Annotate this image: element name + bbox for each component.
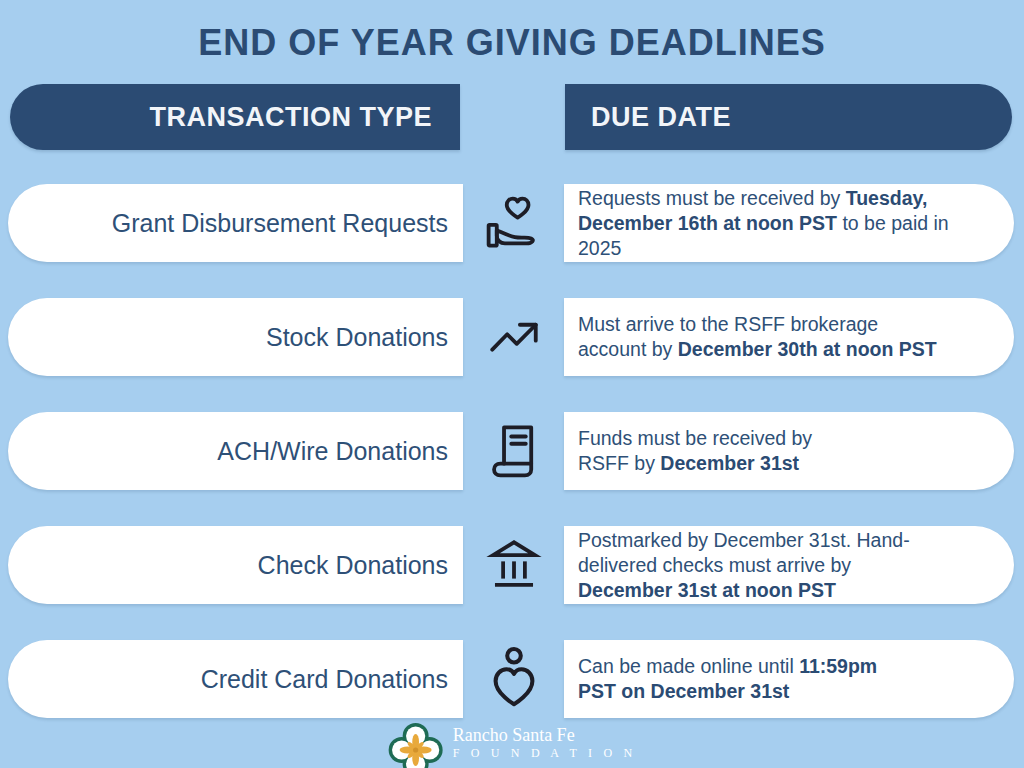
transaction-type-label: ACH/Wire Donations [217, 437, 448, 466]
icon-cell [463, 640, 564, 718]
page-title: END OF YEAR GIVING DEADLINES [0, 22, 1024, 64]
hand-heart-icon [485, 193, 543, 253]
transaction-type-pill: Check Donations [8, 526, 463, 604]
org-subtitle: F O U N D A T I O N [453, 747, 637, 760]
person-heart-icon [483, 646, 545, 712]
icon-cell [463, 526, 564, 604]
due-date-pill: Funds must be received by RSFF by Decemb… [564, 412, 1014, 490]
org-name: Rancho Santa Fe [453, 726, 637, 745]
trending-up-icon [485, 308, 543, 366]
header-due-date-label: DUE DATE [591, 102, 731, 133]
transaction-type-label: Grant Disbursement Requests [112, 209, 448, 238]
transaction-type-pill: Grant Disbursement Requests [8, 184, 463, 262]
icon-cell [463, 298, 564, 376]
due-date-text: Must arrive to the RSFF brokerage accoun… [578, 312, 937, 362]
header-transaction-type-label: TRANSACTION TYPE [149, 102, 432, 133]
due-date-pill: Must arrive to the RSFF brokerage accoun… [564, 298, 1014, 376]
quatrefoil-logo-icon [388, 722, 444, 768]
due-date-pill: Postmarked by December 31st. Hand- deliv… [564, 526, 1014, 604]
due-date-text: Funds must be received by RSFF by Decemb… [578, 426, 812, 476]
transaction-type-pill: Credit Card Donations [8, 640, 463, 718]
transaction-type-label: Check Donations [258, 551, 448, 580]
due-date-pill: Can be made online until 11:59pm PST on … [564, 640, 1014, 718]
due-date-pill: Requests must be received by Tuesday, De… [564, 184, 1014, 262]
header-due-date: DUE DATE [565, 84, 1012, 150]
transaction-type-label: Stock Donations [266, 323, 448, 352]
transaction-type-pill: Stock Donations [8, 298, 463, 376]
foundation-logo: Rancho Santa Fe F O U N D A T I O N [388, 722, 637, 768]
due-date-text: Requests must be received by Tuesday, De… [578, 186, 949, 261]
header-transaction-type: TRANSACTION TYPE [10, 84, 460, 150]
transaction-type-label: Credit Card Donations [201, 665, 448, 694]
receipt-icon [485, 422, 543, 480]
icon-cell [463, 184, 564, 262]
transaction-type-pill: ACH/Wire Donations [8, 412, 463, 490]
due-date-text: Can be made online until 11:59pm PST on … [578, 654, 877, 704]
bank-icon [485, 536, 543, 594]
due-date-text: Postmarked by December 31st. Hand- deliv… [578, 528, 910, 603]
icon-cell [463, 412, 564, 490]
